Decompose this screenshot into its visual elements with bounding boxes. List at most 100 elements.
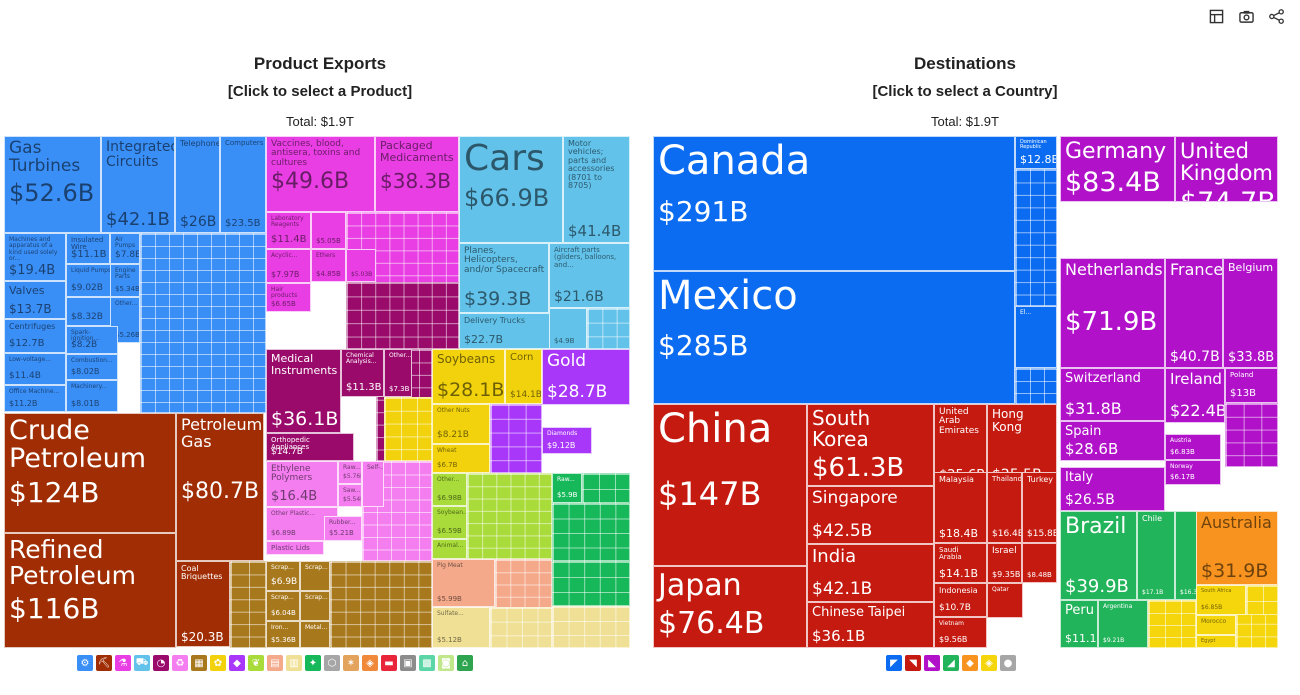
product-tile[interactable]: Scrap... $6.04B xyxy=(266,591,300,621)
other-icon[interactable]: ● xyxy=(1000,655,1016,671)
destination-minor-tiles-6[interactable] xyxy=(1225,403,1278,467)
product-tile[interactable]: Other... $7.3B xyxy=(384,349,412,397)
product-tile[interactable]: Soybeans $28.1B xyxy=(432,349,505,404)
destination-tile[interactable]: Morocco xyxy=(1196,615,1236,635)
product-tile[interactable]: Petroleum Gas $80.7B xyxy=(176,413,264,561)
product-tile[interactable]: Orthopedic Appliances $14.7B xyxy=(266,433,354,461)
product-minor-tiles-4[interactable] xyxy=(587,308,630,349)
product-tile[interactable]: Planes, Helicopters, and/or Spacecraft $3… xyxy=(459,243,549,313)
destination-tile[interactable]: South Africa $6.85B xyxy=(1196,585,1246,615)
product-tile[interactable]: Packaged Medicaments $38.3B xyxy=(375,136,459,212)
product-tile[interactable]: Low-voltage... $11.4B xyxy=(4,353,66,385)
product-minor-tiles-2[interactable] xyxy=(346,282,459,349)
product-tile[interactable]: $4.9B xyxy=(549,308,587,349)
product-minor-tiles-10[interactable] xyxy=(552,503,630,561)
product-tile[interactable]: Hair products $6.65B xyxy=(266,283,311,312)
destination-tile[interactable]: Switzerland $31.8B xyxy=(1060,368,1165,421)
product-minor-tiles-11[interactable] xyxy=(495,559,552,608)
chemicals-icon[interactable]: ⚗ xyxy=(115,655,131,671)
product-tile[interactable]: Coal Briquettes $20.3B xyxy=(176,561,230,647)
destination-tile[interactable]: Brazil $39.9B xyxy=(1060,511,1137,600)
product-tile[interactable]: Computers $23.5B xyxy=(220,136,266,233)
foodstuffs-icon[interactable]: ❦ xyxy=(248,655,264,671)
product-tile[interactable]: Metal... xyxy=(300,621,330,648)
oceania-icon[interactable]: ◆ xyxy=(962,655,978,671)
destination-minor-tiles-1[interactable] xyxy=(1015,368,1057,404)
product-tile[interactable]: Machinery... $8.01B xyxy=(66,380,118,412)
product-tile[interactable]: Integrated Circuits $42.1B xyxy=(101,136,175,233)
share-icon[interactable] xyxy=(1268,8,1284,24)
product-tile[interactable]: Sulfate... $5.12B xyxy=(432,607,490,648)
destination-tile[interactable]: Canada $291B xyxy=(653,136,1015,271)
product-exports-treemap[interactable]: Gas Turbines $52.6B Integrated Circuits $42… xyxy=(4,136,630,648)
product-tile[interactable]: Cars $66.9B xyxy=(459,136,563,243)
product-tile[interactable]: Motor vehicles; parts and accessories (8… xyxy=(563,136,630,243)
transportation-icon[interactable]: ⛟ xyxy=(134,655,150,671)
destination-tile[interactable]: Norway $6.17B xyxy=(1165,460,1221,485)
art-icon[interactable]: ⌂ xyxy=(457,655,473,671)
product-tile[interactable]: Plastic Lids xyxy=(266,541,324,555)
product-minor-tiles-12[interactable] xyxy=(490,607,552,648)
destination-tile[interactable]: Chinese Taipei $36.1B xyxy=(807,602,934,648)
product-tile[interactable]: Scrap... $6.9B xyxy=(266,561,300,591)
product-minor-tiles-7[interactable] xyxy=(362,461,432,561)
destination-tile[interactable]: Peru $11.1B xyxy=(1060,600,1098,648)
destination-tile[interactable]: Israel $9.35B xyxy=(987,543,1022,583)
destination-tile[interactable]: $8.48B xyxy=(1022,543,1057,583)
destination-minor-tiles-5[interactable] xyxy=(1246,585,1278,615)
product-tile[interactable]: Scrap... xyxy=(300,591,330,621)
destination-tile[interactable]: Australia $31.9B xyxy=(1196,511,1278,585)
animal-products-icon[interactable]: ▤ xyxy=(267,655,283,671)
product-tile[interactable]: Wheat $6.7B xyxy=(432,444,490,473)
product-tile[interactable]: Saw... $5.54B xyxy=(338,484,362,507)
destination-tile[interactable]: Austria $6.83B xyxy=(1165,434,1221,460)
stone-icon[interactable]: ⬡ xyxy=(324,655,340,671)
product-tile[interactable]: Crude Petroleum $124B xyxy=(4,413,176,533)
product-minor-tiles-0[interactable] xyxy=(140,233,266,413)
destination-tile[interactable]: Netherlands $71.9B xyxy=(1060,258,1165,368)
destination-tile[interactable]: Ireland $22.4B xyxy=(1165,368,1225,423)
product-minor-tiles-9[interactable] xyxy=(582,473,630,503)
product-tile[interactable]: Ethylene Polymers $16.4B xyxy=(266,461,338,507)
product-tile[interactable]: Valves $13.7B xyxy=(4,281,66,319)
destination-tile[interactable]: Germany $83.4B xyxy=(1060,136,1175,202)
product-tile[interactable]: Animal... xyxy=(432,539,467,559)
destination-tile[interactable]: Chile $17.1B xyxy=(1137,511,1175,600)
destination-tile[interactable]: Japan $76.4B xyxy=(653,566,807,648)
paper-icon[interactable]: ▥ xyxy=(286,655,302,671)
plastics-icon[interactable]: ♻ xyxy=(172,655,188,671)
product-minor-tiles-6[interactable] xyxy=(384,397,432,461)
product-tile[interactable]: Aircraft parts (gliders, balloons, and..… xyxy=(549,243,630,308)
product-tile[interactable]: Gold $28.7B xyxy=(542,349,630,405)
destination-tile[interactable]: Qatar xyxy=(987,583,1023,618)
product-minor-tiles-14[interactable] xyxy=(552,606,630,648)
destination-tile[interactable]: Singapore $42.5B xyxy=(807,486,934,544)
product-tile[interactable]: Refined Petroleum $116B xyxy=(4,533,176,648)
wood-icon[interactable]: ✶ xyxy=(343,655,359,671)
product-tile[interactable]: $8.32B xyxy=(66,297,118,326)
product-tile[interactable]: Pig Meat $5.99B xyxy=(432,559,495,607)
product-minor-tiles-8[interactable] xyxy=(467,473,552,559)
product-tile[interactable]: Raw... $5.9B xyxy=(552,473,582,503)
product-minor-tiles-5[interactable] xyxy=(490,404,542,473)
destination-tile[interactable]: El... xyxy=(1015,306,1057,368)
vegetables-icon[interactable]: ✿ xyxy=(210,655,226,671)
product-tile[interactable]: Gas Turbines $52.6B xyxy=(4,136,101,233)
destination-tile[interactable]: Poland $13B xyxy=(1225,368,1278,403)
product-tile[interactable]: Liquid Pumps $9.02B xyxy=(66,264,118,297)
textiles-icon[interactable]: ✦ xyxy=(305,655,321,671)
product-tile[interactable]: Medical Instruments $36.1B xyxy=(266,349,341,433)
product-tile[interactable]: Ethers $4.85B xyxy=(311,249,346,282)
destination-tile[interactable]: China $147B xyxy=(653,404,807,566)
destination-tile[interactable]: Belgium $33.8B xyxy=(1223,258,1278,368)
destination-tile[interactable]: India $42.1B xyxy=(807,544,934,602)
metals-icon[interactable]: ▦ xyxy=(191,655,207,671)
product-tile[interactable]: Air Pumps $7.8B xyxy=(110,233,140,264)
africa-icon[interactable]: ◈ xyxy=(981,655,997,671)
product-tile[interactable]: Self-... xyxy=(362,461,384,507)
destination-tile[interactable]: Argentina $9.21B xyxy=(1098,600,1148,648)
miscellaneous-icon[interactable]: ▣ xyxy=(400,655,416,671)
destination-tile[interactable]: Spain $28.6B xyxy=(1060,421,1165,461)
destinations-treemap[interactable]: Canada $291B Dominican Republic $12.8B Mexic… xyxy=(653,136,1278,648)
product-tile[interactable]: Other... $5.26B xyxy=(110,297,140,343)
